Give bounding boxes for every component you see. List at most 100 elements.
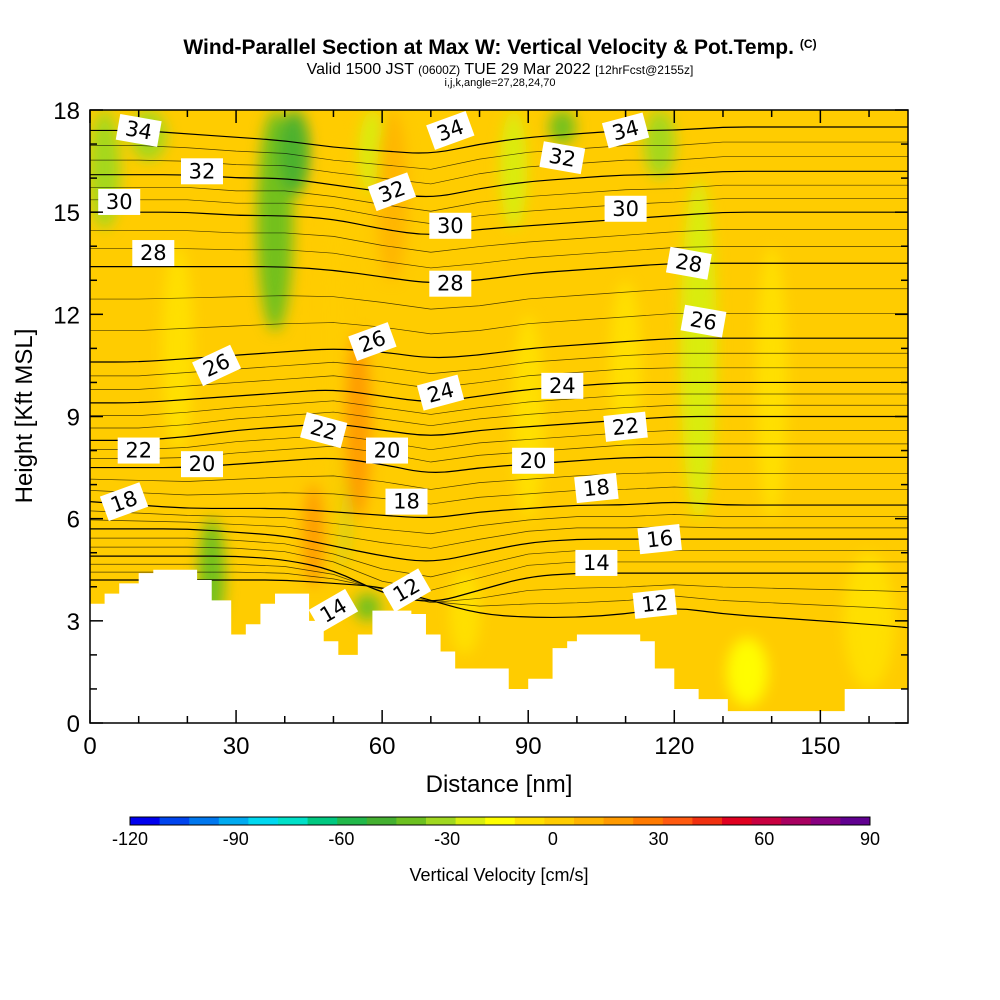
colorbar-swatch-3 <box>218 817 249 825</box>
contour-label-6: 18 <box>385 488 428 515</box>
colorbar-label: Vertical Velocity [cm/s] <box>409 865 588 885</box>
svg-text:14: 14 <box>583 551 610 575</box>
colorbar-tick-4: 0 <box>548 829 558 849</box>
y-axis-label: Height [Kft MSL] <box>11 329 38 504</box>
isentrope-minor-3-1 <box>90 472 908 490</box>
svg-text:28: 28 <box>140 241 167 265</box>
svg-text:28: 28 <box>437 272 464 296</box>
svg-text:26: 26 <box>688 307 718 335</box>
isentrope-16 <box>90 528 908 562</box>
svg-text:30: 30 <box>437 214 464 238</box>
velocity-feature-17 <box>449 569 481 655</box>
colorbar-swatch-17 <box>633 817 664 825</box>
velocity-feature-22 <box>843 552 895 689</box>
colorbar-swatch-24 <box>840 817 871 825</box>
isentrope-minor-7-1 <box>90 288 908 310</box>
svg-text:30: 30 <box>612 197 639 221</box>
svg-text:32: 32 <box>547 144 577 172</box>
contour-label-7: 18 <box>574 472 619 504</box>
x-tick-label-60: 60 <box>369 733 396 760</box>
contour-label-20: 28 <box>429 270 472 297</box>
colorbar-swatch-10 <box>426 817 457 825</box>
isentrope-minor-7-0 <box>90 313 908 335</box>
colorbar-swatch-22 <box>781 817 812 825</box>
velocity-feature-12 <box>317 110 350 587</box>
colorbar-tick-1: -90 <box>223 829 249 849</box>
colorbar-swatch-16 <box>603 817 634 825</box>
isentrope-minor-4-1 <box>90 430 908 451</box>
colorbar-swatch-2 <box>189 817 220 825</box>
isentrope-minor-1-0 <box>90 546 908 591</box>
svg-text:18: 18 <box>582 475 611 502</box>
contour-label-8: 20 <box>180 451 223 478</box>
velocity-feature-16 <box>161 246 194 451</box>
isentrope-34 <box>90 126 908 154</box>
velocity-feature-3 <box>278 110 311 196</box>
colorbar-swatch-1 <box>159 817 190 825</box>
isentrope-28 <box>90 262 908 284</box>
x-axis-label: Distance [nm] <box>426 771 573 798</box>
y-tick-label-0: 0 <box>67 711 80 738</box>
colorbar-swatch-9 <box>396 817 427 825</box>
isentrope-minor-9-1 <box>90 184 908 212</box>
isentrope-minor-4-0 <box>90 443 908 463</box>
velocity-feature-11 <box>680 178 717 519</box>
isentrope-30 <box>90 211 908 235</box>
contour-label-28: 34 <box>115 113 162 147</box>
isentrope-minor-0-0 <box>90 571 908 611</box>
isentrope-minor-5-1 <box>90 393 908 416</box>
svg-text:20: 20 <box>520 449 547 473</box>
contour-label-21: 28 <box>665 246 712 280</box>
chart-indices: i,j,k,angle=27,28,24,70 <box>444 77 556 89</box>
colorbar-swatch-21 <box>751 817 782 825</box>
colorbar-swatch-20 <box>722 817 753 825</box>
isentrope-minor-6-0 <box>90 367 908 390</box>
isentrope-minor-10-1 <box>90 141 908 170</box>
contour-label-24: 30 <box>604 195 647 222</box>
colorbar-tick-5: 30 <box>649 829 669 849</box>
colorbar-tick-7: 90 <box>860 829 880 849</box>
contour-label-3: 14 <box>575 549 618 576</box>
terrain <box>90 569 908 723</box>
contour-label-23: 30 <box>429 212 472 239</box>
svg-text:22: 22 <box>611 413 640 440</box>
colorbar-swatch-19 <box>692 817 723 825</box>
contour-label-4: 16 <box>637 523 682 555</box>
contour-label-14: 24 <box>416 374 465 411</box>
x-tick-label-120: 120 <box>654 733 694 760</box>
velocity-feature-21 <box>726 637 768 706</box>
isentrope-minor-1-1 <box>90 537 908 578</box>
chart-subtitle: Valid 1500 JST (0600Z) TUE 29 Mar 2022 [… <box>306 61 694 78</box>
colorbar-swatch-8 <box>366 817 397 825</box>
isentrope-24 <box>90 381 908 404</box>
colorbar-swatch-0 <box>130 817 161 825</box>
isentrope-minor-8-0 <box>90 246 908 269</box>
colorbar-swatch-15 <box>574 817 605 825</box>
isentrope-18 <box>90 501 908 519</box>
colorbar-swatch-7 <box>337 817 368 825</box>
contour-label-27: 32 <box>539 141 586 175</box>
contour-label-13: 22 <box>603 411 648 442</box>
isentrope-minor-5-0 <box>90 404 908 429</box>
contour-label-10: 20 <box>512 447 555 474</box>
contour-label-12: 22 <box>300 412 348 449</box>
velocity-feature-18 <box>512 314 544 519</box>
isentrope-minor-10-0 <box>90 156 908 185</box>
isentrope-minor-2-1 <box>90 510 908 535</box>
y-tick-label-12: 12 <box>53 302 80 329</box>
svg-text:30: 30 <box>106 190 133 214</box>
colorbar-tick-6: 60 <box>754 829 774 849</box>
svg-text:32: 32 <box>189 159 216 183</box>
y-tick-label-3: 3 <box>67 609 80 636</box>
velocity-feature-9 <box>548 110 576 145</box>
svg-text:20: 20 <box>374 439 401 463</box>
contour-label-22: 30 <box>98 188 141 215</box>
colorbar-swatch-18 <box>662 817 693 825</box>
colorbar-tick-2: -60 <box>328 829 354 849</box>
svg-text:20: 20 <box>189 452 216 476</box>
isentrope-14 <box>90 555 908 602</box>
colorbar-tick-3: -30 <box>434 829 460 849</box>
isentrope-minor-0-1 <box>90 563 908 604</box>
isentrope-minor-2-0 <box>90 519 908 549</box>
